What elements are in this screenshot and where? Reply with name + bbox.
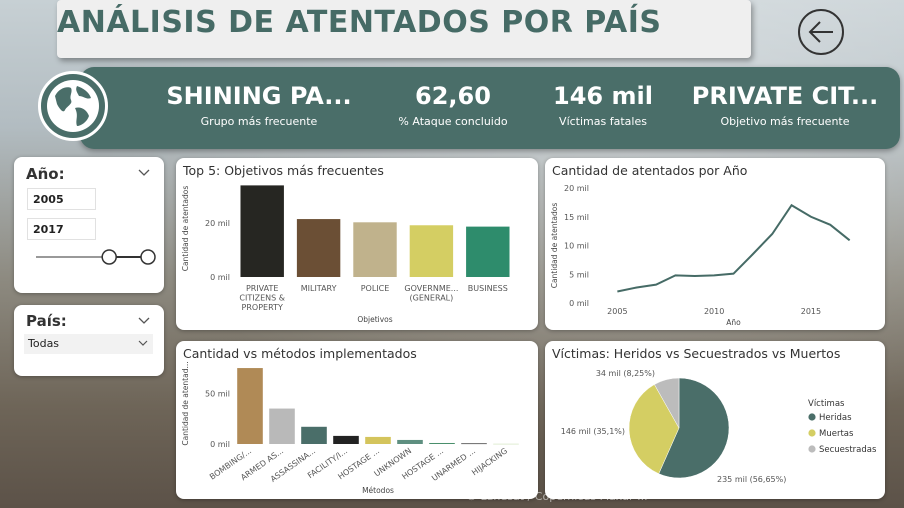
country-dropdown-value: Todas bbox=[28, 337, 60, 350]
bar bbox=[353, 222, 397, 277]
y-tick-label: 10 mil bbox=[564, 242, 589, 251]
y-axis-title: Cantidad de atentados bbox=[550, 203, 559, 289]
pie-slice bbox=[658, 377, 730, 479]
page-title: ANÁLISIS DE ATENTADOS POR PAÍS bbox=[57, 5, 662, 40]
y-tick-label: 20 mil bbox=[564, 184, 589, 193]
chevron-down-icon bbox=[138, 340, 148, 346]
bar bbox=[301, 426, 327, 444]
kpi-label: Víctimas fatales bbox=[559, 115, 647, 128]
map-attribution: © Landsat / Copernicus Maxar ... bbox=[466, 490, 648, 503]
x-axis-title: Métodos bbox=[362, 486, 394, 495]
kpi-value: PRIVATE CIT... bbox=[691, 82, 879, 110]
x-tick-label: POLICE bbox=[361, 284, 390, 293]
x-tick-label: 2005 bbox=[607, 307, 627, 316]
year-slicer-label: Año: bbox=[26, 165, 65, 183]
bar bbox=[240, 185, 284, 277]
chart-attacks-per-year-plot: 0 mil 5 mil 10 mil 15 mil 20 mil 2005 2010 2015… bbox=[550, 184, 851, 327]
kpi-attack-success: 62,60 % Ataque concluido bbox=[392, 82, 514, 128]
country-slicer-label: País: bbox=[26, 312, 67, 330]
x-tick-label: PRIVATE bbox=[246, 284, 279, 293]
kpi-label: Objetivo más frecuente bbox=[720, 115, 850, 128]
legend-marker bbox=[808, 445, 816, 453]
chart-title: Top 5: Objetivos más frecuentes bbox=[183, 163, 384, 178]
x-tick-label: HIJACKING bbox=[470, 446, 509, 477]
series-line bbox=[617, 203, 851, 293]
chart-top-targets: Top 5: Objetivos más frecuentes 0 mil 20 … bbox=[176, 158, 538, 330]
kpi-top-target: PRIVATE CIT... Objetivo más frecuente bbox=[688, 82, 882, 128]
y-axis-title: Cantidad de atentados bbox=[181, 186, 190, 272]
kpi-label: % Ataque concluido bbox=[398, 115, 508, 128]
bar bbox=[397, 439, 423, 444]
bar bbox=[237, 368, 263, 444]
bar bbox=[296, 219, 341, 277]
chart-victims-plot: 235 mil (56,65%) 146 mil (35,1%) 34 mil (8… bbox=[561, 369, 877, 484]
y-tick-label: 0 mil bbox=[210, 440, 230, 449]
chart-title: Cantidad de atentados por Año bbox=[552, 163, 748, 178]
chart-title: Cantidad vs métodos implementados bbox=[183, 346, 417, 361]
pie-slice bbox=[654, 377, 680, 429]
x-tick-label: 2015 bbox=[801, 307, 821, 316]
chart-title: Víctimas: Heridos vs Secuestrados vs Mue… bbox=[552, 346, 841, 361]
legend-label: Muertas bbox=[819, 429, 854, 439]
kpi-value: SHINING PA... bbox=[166, 82, 352, 110]
y-tick-label: 0 mil bbox=[569, 299, 589, 308]
slider-handle-end[interactable] bbox=[140, 249, 156, 265]
x-axis-title: Objetivos bbox=[357, 315, 392, 324]
y-tick-label: 5 mil bbox=[569, 270, 589, 279]
x-tick-label: CITIZENS & bbox=[239, 294, 285, 303]
kpi-fatalities: 146 mil Víctimas fatales bbox=[546, 82, 660, 128]
bar bbox=[466, 226, 510, 277]
x-axis-title: Año bbox=[726, 318, 741, 327]
globe-icon bbox=[47, 80, 99, 132]
bar bbox=[333, 435, 359, 444]
x-tick-label: 2010 bbox=[704, 307, 724, 316]
slider-handle-start[interactable] bbox=[101, 249, 117, 265]
pie-slice bbox=[628, 384, 680, 475]
chevron-down-icon[interactable] bbox=[138, 169, 150, 177]
kpi-top-group: SHINING PA... Grupo más frecuente bbox=[166, 82, 352, 128]
bar bbox=[493, 443, 519, 445]
legend-label: Heridas bbox=[819, 413, 852, 423]
y-axis-title: Cantidad de atentad... bbox=[181, 361, 190, 445]
back-button[interactable] bbox=[798, 9, 844, 55]
y-tick-label: 50 mil bbox=[205, 389, 230, 398]
y-tick-label: 15 mil bbox=[564, 213, 589, 222]
x-tick-label: (GENERAL) bbox=[410, 294, 454, 303]
globe-badge bbox=[38, 71, 108, 141]
kpi-value: 62,60 bbox=[415, 82, 491, 110]
year-range-slider[interactable] bbox=[30, 248, 156, 266]
legend-marker bbox=[808, 413, 816, 421]
kpi-value: 146 mil bbox=[553, 82, 653, 110]
x-tick-label: BUSINESS bbox=[468, 284, 508, 293]
legend-title: Víctimas bbox=[808, 399, 845, 409]
y-tick-label: 0 mil bbox=[210, 273, 230, 282]
bar bbox=[461, 443, 487, 445]
title-banner: ANÁLISIS DE ATENTADOS POR PAÍS bbox=[57, 0, 751, 58]
x-tick-label: PROPERTY bbox=[242, 303, 283, 312]
pie-data-label: 235 mil (56,65%) bbox=[717, 475, 786, 484]
year-to-input[interactable]: 2017 bbox=[27, 218, 96, 240]
x-tick-label: GOVERNME... bbox=[404, 284, 458, 293]
legend-label: Secuestradas bbox=[819, 445, 877, 455]
bar bbox=[409, 225, 454, 277]
arrow-left-circle-icon bbox=[808, 21, 833, 43]
country-dropdown[interactable]: Todas bbox=[24, 334, 153, 354]
bar bbox=[365, 436, 391, 444]
bar bbox=[269, 408, 295, 444]
chevron-down-icon[interactable] bbox=[138, 317, 150, 325]
pie-data-label: 146 mil (35,1%) bbox=[561, 427, 625, 436]
year-from-input[interactable]: 2005 bbox=[27, 188, 96, 210]
y-tick-label: 20 mil bbox=[205, 219, 230, 228]
chart-methods: Cantidad vs métodos implementados 0 mil 5… bbox=[176, 341, 538, 499]
chart-attacks-per-year: Cantidad de atentados por Año 0 mil 5 mil… bbox=[545, 158, 885, 330]
legend-marker bbox=[808, 429, 816, 437]
bar bbox=[429, 442, 455, 444]
kpi-band bbox=[80, 67, 900, 149]
chart-victims: Víctimas: Heridos vs Secuestrados vs Mue… bbox=[545, 341, 885, 499]
kpi-label: Grupo más frecuente bbox=[200, 115, 318, 128]
x-tick-label: MILITARY bbox=[301, 284, 337, 293]
pie-data-label: 34 mil (8,25%) bbox=[596, 369, 655, 378]
